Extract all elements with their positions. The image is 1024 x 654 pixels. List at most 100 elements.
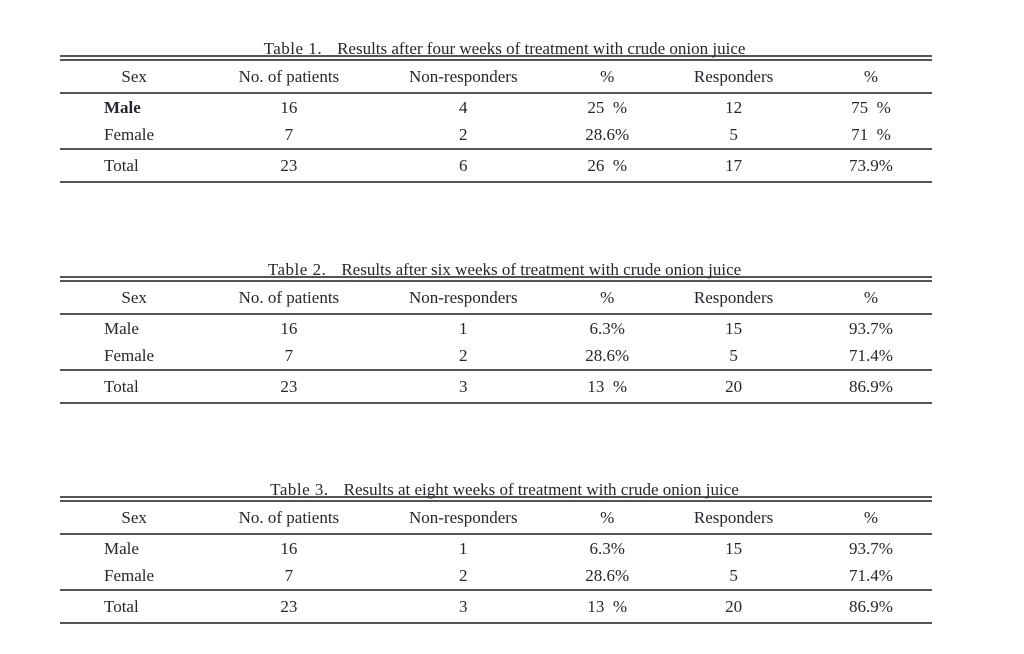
cell-responders: 5 [729,124,738,144]
cell-patients: 16 [280,97,298,117]
cell-responders-pct: 71.4% [848,565,893,585]
table-3-title: Table 3. Results at eight weeks of treatm… [60,457,932,499]
cell-sex: Male [104,318,139,338]
table-2-header-row: Sex No. of patients Non-responders % Res… [60,279,932,315]
header-nonresponders-pct: % [557,279,658,315]
table-row: Male 16 1 6.3% 15 93.7% [60,314,932,342]
cell-responders: 15 [725,538,743,558]
cell-nonresponders: 2 [459,124,468,144]
table-row: Female 7 2 28.6% 5 71.4% [60,562,932,590]
cell-sex: Female [104,124,155,144]
header-responders-pct: % [809,58,932,94]
header-nonresponders-pct: % [557,58,658,94]
cell-sex: Total [60,148,209,182]
cell-patients: 7 [284,345,294,365]
header-nonresponders: Non-responders [369,499,558,535]
header-responders-pct: % [809,499,932,535]
cell-responders-pct: 75 % [851,97,891,117]
header-sex: Sex [60,58,209,94]
cell-nonresponders: 2 [459,345,468,365]
cell-nonresponders-pct: 25 % [587,97,627,117]
table-3: Sex No. of patients Non-responders % Res… [60,496,932,624]
cell-sex: Female [104,565,155,585]
header-responders: Responders [657,279,810,315]
table-1-header-row: Sex No. of patients Non-responders % Res… [60,58,932,94]
cell-nonresponders-pct: 6.3% [589,318,625,338]
total-row: Total 23 6 26 % 17 73.9% [60,148,932,182]
cell-responders-pct: 73.9% [809,148,932,182]
cell-nonresponders-pct: 13 % [557,369,658,403]
header-sex: Sex [60,279,209,315]
cell-nonresponders-pct: 28.6% [585,124,630,144]
cell-nonresponders: 3 [369,369,558,403]
cell-responders-pct: 86.9% [809,369,932,403]
cell-nonresponders: 3 [369,589,558,623]
cell-patients: 7 [284,565,294,585]
cell-nonresponders: 4 [459,97,468,117]
header-patients: No. of patients [208,279,370,315]
cell-nonresponders: 1 [459,318,468,338]
cell-sex: Male [104,538,139,558]
header-nonresponders-pct: % [557,499,658,535]
header-patients: No. of patients [208,499,370,535]
cell-nonresponders: 1 [459,538,468,558]
total-row: Total 23 3 13 % 20 86.9% [60,369,932,403]
header-patients: No. of patients [208,58,370,94]
cell-nonresponders-pct: 13 % [557,589,658,623]
cell-nonresponders: 2 [459,565,468,585]
table-3-section: Table 3. Results at eight weeks of treatm… [60,457,932,624]
cell-nonresponders-pct: 6.3% [589,538,625,558]
header-responders-pct: % [809,279,932,315]
cell-responders: 15 [725,318,743,338]
cell-sex: Female [104,345,155,365]
header-sex: Sex [60,499,209,535]
table-1-label: Table 1. [263,39,323,58]
header-nonresponders: Non-responders [369,279,558,315]
cell-nonresponders-pct: 28.6% [585,345,630,365]
cell-patients: 23 [208,369,370,403]
cell-responders: 5 [729,345,738,365]
table-1-caption: Results after four weeks of treatment wi… [337,39,746,58]
cell-sex: Total [60,369,209,403]
table-2-label: Table 2. [267,260,327,279]
cell-responders: 5 [729,565,738,585]
cell-sex: Male [104,97,141,117]
cell-patients: 23 [208,589,370,623]
cell-nonresponders: 6 [369,148,558,182]
table-3-header-row: Sex No. of patients Non-responders % Res… [60,499,932,535]
cell-patients: 23 [208,148,370,182]
table-row: Male 16 1 6.3% 15 93.7% [60,534,932,562]
table-1: Sex No. of patients Non-responders % Res… [60,55,932,183]
table-1-section: Table 1. Results after four weeks of trea… [60,16,932,183]
cell-responders: 20 [657,369,810,403]
cell-responders-pct: 93.7% [848,538,893,558]
table-2: Sex No. of patients Non-responders % Res… [60,276,932,404]
table-3-caption: Results at eight weeks of treatment with… [343,480,739,499]
header-responders: Responders [657,499,810,535]
table-1-title: Table 1. Results after four weeks of trea… [60,16,932,58]
table-2-title: Table 2. Results after six weeks of treat… [60,237,932,279]
header-nonresponders: Non-responders [369,58,558,94]
cell-responders-pct: 86.9% [809,589,932,623]
table-2-caption: Results after six weeks of treatment wit… [341,260,742,279]
cell-responders: 17 [657,148,810,182]
cell-responders-pct: 71.4% [848,345,893,365]
table-row: Female 7 2 28.6% 5 71.4% [60,342,932,370]
table-2-section: Table 2. Results after six weeks of treat… [60,237,932,404]
cell-responders: 12 [725,97,743,117]
table-row: Male 16 4 25 % 12 75 % [60,93,932,121]
table-row: Female 7 2 28.6% 5 71 % [60,121,932,149]
cell-nonresponders-pct: 28.6% [585,565,630,585]
cell-responders: 20 [657,589,810,623]
cell-sex: Total [60,589,209,623]
cell-nonresponders-pct: 26 % [557,148,658,182]
cell-responders-pct: 71 % [851,124,891,144]
cell-responders-pct: 93.7% [848,318,893,338]
table-3-label: Table 3. [270,480,329,499]
cell-patients: 7 [284,124,294,144]
cell-patients: 16 [280,318,298,338]
cell-patients: 16 [280,538,298,558]
total-row: Total 23 3 13 % 20 86.9% [60,589,932,623]
header-responders: Responders [657,58,810,94]
